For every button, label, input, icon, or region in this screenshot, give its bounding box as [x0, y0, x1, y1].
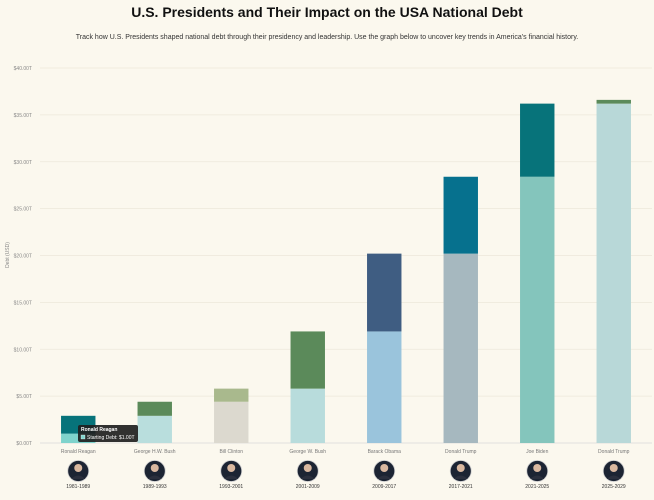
portrait-suit — [300, 475, 315, 479]
bar-debt-added[interactable] — [290, 331, 325, 389]
bar-starting-debt[interactable] — [290, 388, 325, 443]
tooltip-swatch — [80, 434, 86, 440]
president-portrait — [526, 460, 549, 482]
bar-starting-debt[interactable] — [214, 401, 249, 443]
portrait-suit — [453, 475, 468, 479]
x-category-label: Barack Obama — [368, 449, 402, 455]
portrait-face — [303, 464, 312, 472]
x-category-label: Donald Trump — [445, 449, 477, 455]
tooltip-text: Starting Debt: $1.00T — [87, 435, 135, 441]
president-portrait — [296, 460, 319, 482]
bar-starting-debt[interactable] — [596, 103, 631, 443]
term-label: 2025-2029 — [602, 484, 626, 490]
term-label: 1993-2001 — [219, 484, 243, 490]
y-tick-label: $20.00T — [14, 254, 32, 260]
portrait-face — [74, 464, 83, 472]
portrait-suit — [224, 475, 239, 479]
bar-debt-added[interactable] — [443, 176, 478, 254]
tooltip-title: Ronald Reagan — [81, 427, 117, 433]
portrait-suit — [71, 475, 86, 479]
term-label: 2021-2025 — [525, 484, 549, 490]
term-label: 1989-1993 — [143, 484, 167, 490]
tooltip-box — [78, 425, 138, 442]
portrait-face — [609, 464, 618, 472]
president-portrait — [143, 460, 166, 482]
y-tick-label: $5.00T — [16, 394, 32, 400]
y-axis-label: Debt (USD) — [5, 242, 11, 268]
y-tick-label: $40.00T — [14, 66, 32, 72]
y-tick-label: $25.00T — [14, 207, 32, 213]
x-category-label: Donald Trump — [598, 449, 630, 455]
x-category-label: Bill Clinton — [219, 449, 243, 455]
term-label: 2017-2021 — [449, 484, 473, 490]
term-label: 1981-1989 — [66, 484, 90, 490]
page-title: U.S. Presidents and Their Impact on the … — [131, 4, 523, 20]
x-category-label: George W. Bush — [289, 449, 326, 455]
president-portrait — [449, 460, 472, 482]
president-portrait — [220, 460, 243, 482]
y-tick-label: $0.00T — [16, 441, 32, 447]
portrait-suit — [530, 475, 545, 479]
term-label: 2009-2017 — [372, 484, 396, 490]
bar-starting-debt[interactable] — [520, 176, 555, 443]
portrait-face — [533, 464, 542, 472]
y-tick-label: $30.00T — [14, 160, 32, 166]
portrait-suit — [606, 475, 621, 479]
bar-debt-added[interactable] — [214, 388, 249, 402]
bar-debt-added[interactable] — [137, 401, 172, 416]
president-portrait — [602, 460, 625, 482]
bar-starting-debt[interactable] — [443, 253, 478, 443]
y-tick-label: $15.00T — [14, 300, 32, 306]
president-portrait — [373, 460, 396, 482]
term-label: 2001-2009 — [296, 484, 320, 490]
x-category-label: Joe Biden — [526, 449, 548, 455]
page-subtitle: Track how U.S. Presidents shaped nationa… — [75, 34, 579, 41]
portrait-face — [227, 464, 236, 472]
bar-debt-added[interactable] — [520, 103, 555, 177]
bar-debt-added[interactable] — [596, 99, 631, 104]
bar-starting-debt[interactable] — [137, 415, 172, 443]
portrait-face — [380, 464, 389, 472]
portrait-suit — [377, 475, 392, 479]
bar-starting-debt[interactable] — [367, 331, 402, 443]
portrait-face — [150, 464, 159, 472]
x-category-label: Ronald Reagan — [61, 449, 96, 455]
x-category-label: George H.W. Bush — [134, 449, 176, 455]
bar-debt-added[interactable] — [367, 253, 402, 332]
portrait-face — [456, 464, 465, 472]
president-portrait — [67, 460, 90, 482]
y-tick-label: $10.00T — [14, 347, 32, 353]
portrait-suit — [147, 475, 162, 479]
y-tick-label: $35.00T — [14, 113, 32, 119]
